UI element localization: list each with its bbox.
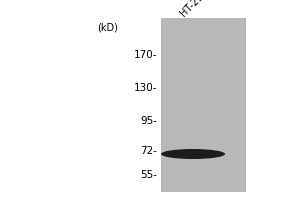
- Text: (kD): (kD): [97, 22, 118, 32]
- Text: 72-: 72-: [140, 146, 158, 156]
- Text: 170-: 170-: [134, 50, 158, 60]
- Text: HT-29: HT-29: [178, 0, 205, 18]
- Ellipse shape: [161, 149, 225, 159]
- Text: 95-: 95-: [140, 116, 158, 126]
- Text: 55-: 55-: [140, 170, 158, 180]
- Text: 130-: 130-: [134, 83, 158, 93]
- Bar: [160, 18, 246, 192]
